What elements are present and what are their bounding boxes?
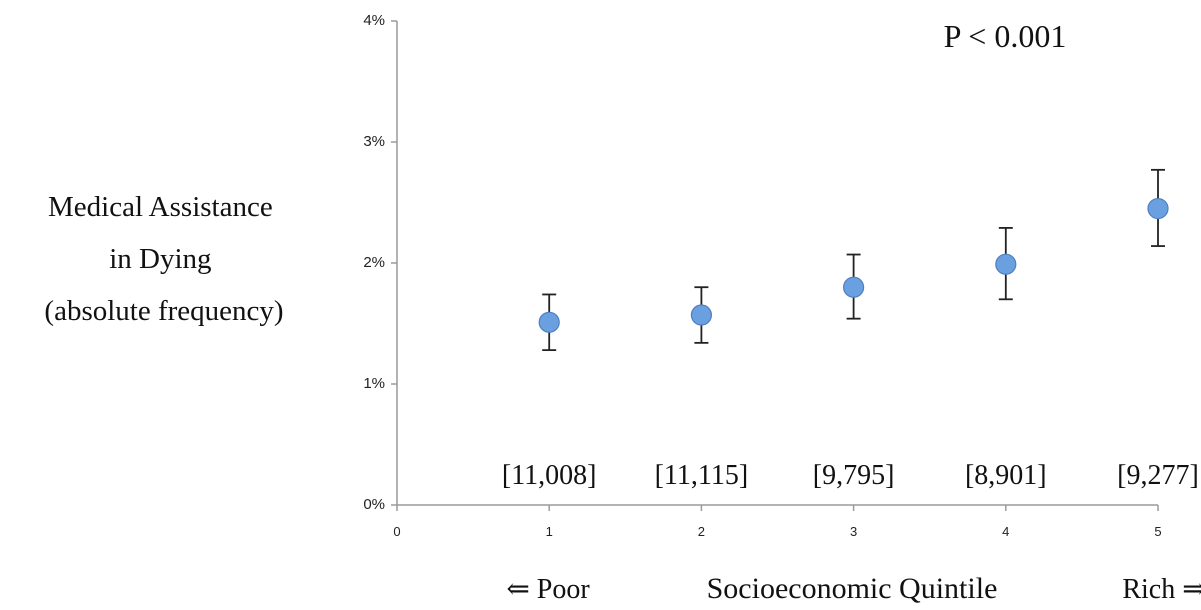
x-left-label: ⇐ Poor [506,574,590,605]
data-point [690,304,713,326]
y-tick-label: 4% [363,12,385,29]
data-point [1147,197,1169,220]
x-tick-label: 2 [698,524,705,539]
y-tick-label: 2% [363,254,385,271]
x-tick-label: 4 [1002,524,1009,539]
data-point [995,253,1017,275]
y-axis-label: Medical Assistance in Dying (absolute fr… [44,191,283,327]
y-axis-label-line-1: Medical Assistance [48,191,273,223]
x-tick-label: 0 [393,524,400,539]
plot-area: 0% 1% 2% 3% 4% 0 1 2 3 4 5 [11,008] [11,115] [9,795… [363,12,1199,539]
sample-count-label: [8,901] [965,460,1047,491]
sample-count-label: [11,115] [655,460,749,491]
sample-counts: [11,008] [11,115] [9,795] [8,901] [9,277] [502,460,1199,491]
p-value-annotation: P < 0.001 [944,18,1067,54]
y-tick-label: 0% [363,496,385,513]
x-tick-label: 1 [546,524,553,539]
y-axis-label-line-2: in Dying [109,243,211,275]
x-axis-label: Socioeconomic Quintile [707,572,998,605]
sample-count-label: [9,277] [1117,460,1199,491]
sample-count-label: [11,008] [502,460,597,491]
data-point [842,276,865,298]
x-tick-label: 5 [1154,524,1161,539]
y-tick-label: 1% [363,375,385,392]
error-bars [542,168,1165,352]
data-point [538,311,560,333]
x-tick-label: 3 [850,524,857,539]
x-ticks: 0 1 2 3 4 5 [393,505,1162,539]
x-right-label: Rich ⇒ [1122,574,1201,605]
sample-count-label: [9,795] [813,460,895,491]
y-ticks: 0% 1% 2% 3% 4% [363,12,397,513]
y-axis-label-line-3: (absolute frequency) [44,295,283,327]
y-tick-label: 3% [363,133,385,150]
data-points [538,197,1169,333]
